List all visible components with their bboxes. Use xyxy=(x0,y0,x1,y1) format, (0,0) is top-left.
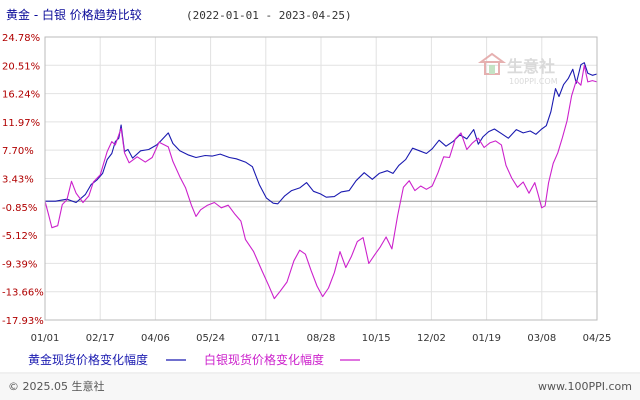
x-tick-label: 07/11 xyxy=(251,333,280,344)
x-tick-label: 04/06 xyxy=(141,333,170,344)
y-tick-label: -17.93% xyxy=(2,316,44,327)
x-tick-label: 01/19 xyxy=(472,333,501,344)
legend-label-gold: 黄金现货价格变化幅度 xyxy=(28,352,148,367)
x-tick-label: 04/25 xyxy=(583,333,612,344)
x-tick-label: 05/24 xyxy=(196,333,225,344)
y-tick-label: 7.70% xyxy=(2,146,34,157)
x-tick-label: 12/02 xyxy=(417,333,446,344)
x-tick-label: 10/15 xyxy=(362,333,391,344)
x-tick-label: 03/08 xyxy=(527,333,556,344)
watermark-brand: 生意社 xyxy=(507,57,555,76)
y-tick-label: 3.43% xyxy=(2,174,34,185)
y-axis: 24.78% 20.51% 16.24% 11.97% 7.70% 3.43% -0.85%… xyxy=(2,33,44,327)
y-tick-label: -9.39% xyxy=(2,259,37,270)
x-axis: 01/01 02/17 04/06 05/24 07/11 08/28 10/15 12/02… xyxy=(31,333,612,344)
chart-title: 黄金 - 白银 价格趋势比较 xyxy=(6,7,142,22)
series-line-silver xyxy=(44,64,598,300)
footer-band xyxy=(0,374,640,400)
y-tick-label: -0.85% xyxy=(2,203,37,214)
x-tick-label: 01/01 xyxy=(31,333,60,344)
series-line-gold xyxy=(45,62,598,205)
footer-copyright: © 2025.05 生意社 xyxy=(8,379,104,393)
y-tick-label: 11.97% xyxy=(2,118,40,129)
footer-site: www.100PPI.com xyxy=(538,380,632,393)
y-tick-label: 24.78% xyxy=(2,33,40,44)
x-tick-label: 02/17 xyxy=(86,333,115,344)
chart-date-range: (2022-01-01 - 2023-04-25) xyxy=(186,9,352,22)
watermark-url: 100PPI.COM xyxy=(509,77,558,86)
legend: 黄金现货价格变化幅度 白银现货价格变化幅度 xyxy=(28,352,360,367)
y-tick-label: 20.51% xyxy=(2,61,40,72)
y-tick-label: -5.12% xyxy=(2,231,37,242)
watermark: 生意社 100PPI.COM xyxy=(477,52,558,86)
x-tick-label: 08/28 xyxy=(307,333,336,344)
series-group xyxy=(44,62,598,300)
house-logo-icon xyxy=(477,52,507,75)
legend-label-silver: 白银现货价格变化幅度 xyxy=(204,352,324,367)
y-tick-label: 16.24% xyxy=(2,90,40,101)
plot-border xyxy=(44,36,598,321)
y-tick-label: -13.66% xyxy=(2,288,44,299)
